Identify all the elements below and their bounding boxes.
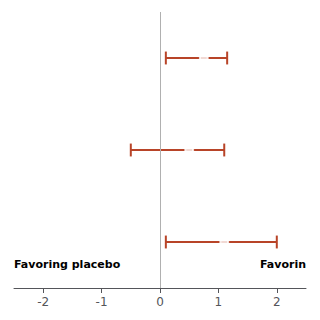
svg-text:Favorin: Favorin <box>260 258 306 271</box>
svg-text:0: 0 <box>156 295 164 309</box>
svg-text:Favoring placebo: Favoring placebo <box>14 258 121 271</box>
svg-text:2: 2 <box>273 295 281 309</box>
svg-text:1: 1 <box>215 295 223 309</box>
svg-text:-1: -1 <box>96 295 108 309</box>
svg-text:-2: -2 <box>37 295 49 309</box>
